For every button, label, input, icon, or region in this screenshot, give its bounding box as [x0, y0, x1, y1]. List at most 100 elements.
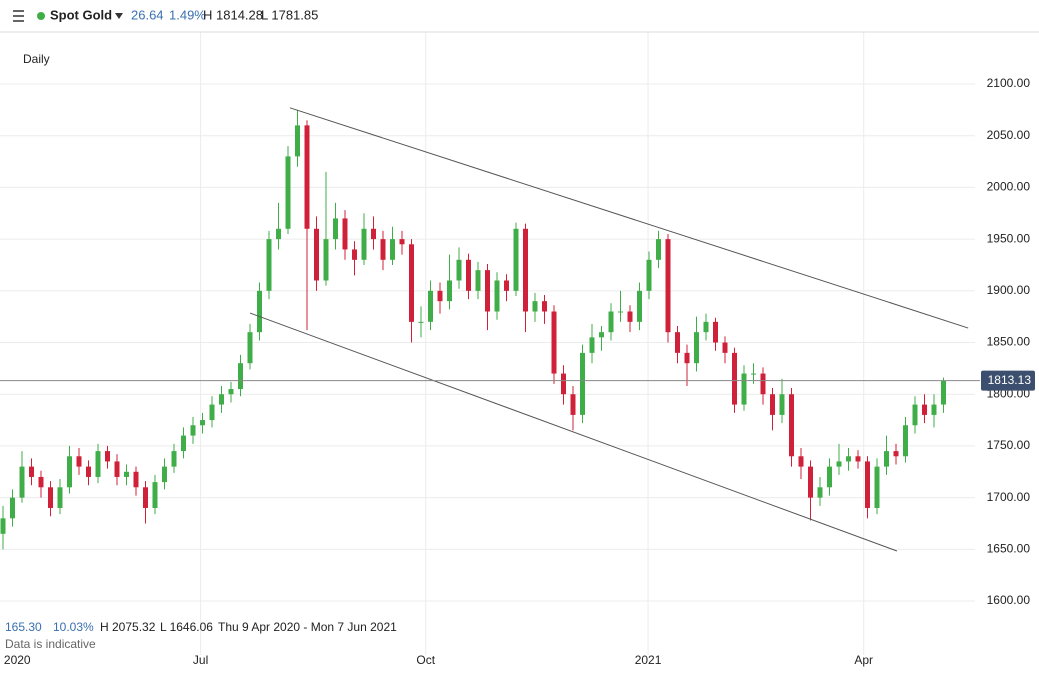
candle-body: [257, 290, 262, 333]
y-tick-label: 1750.00: [987, 438, 1031, 452]
x-tick-label: Jul: [193, 653, 208, 667]
symbol[interactable]: Spot Gold: [50, 7, 112, 22]
range: 165.30: [5, 620, 42, 634]
candle-body: [409, 244, 414, 322]
last-price-label: 1813.13: [988, 373, 1032, 387]
menu-icon[interactable]: [13, 10, 24, 22]
y-tick-label: 1850.00: [987, 335, 1031, 349]
change-pct: 1.49%: [169, 7, 206, 22]
candle-body: [19, 466, 25, 498]
candle-body: [846, 456, 851, 462]
candle-body: [447, 280, 452, 302]
candle-body: [646, 259, 652, 291]
candle-body: [95, 451, 101, 477]
candle-body: [770, 394, 775, 415]
candle-body: [684, 352, 690, 364]
candle-body: [637, 290, 642, 322]
candle-body: [418, 321, 424, 323]
x-tick-label: 2020: [4, 653, 31, 667]
candle-body: [124, 471, 129, 477]
candle-body: [665, 239, 671, 333]
candle-body: [779, 394, 785, 415]
y-tick-label: 1650.00: [987, 542, 1031, 556]
dropdown-caret[interactable]: [115, 13, 123, 19]
candle-body: [76, 456, 82, 467]
candle-body: [884, 451, 889, 467]
candle-body: [209, 404, 215, 421]
candle-body: [494, 280, 500, 312]
candle-body: [694, 332, 699, 364]
candle-body: [323, 239, 329, 281]
candle-body: [114, 461, 120, 477]
candle-body: [485, 270, 490, 312]
candle-body: [789, 394, 794, 457]
candle-body: [703, 321, 709, 333]
candle-body: [437, 290, 443, 302]
candle-body: [865, 461, 870, 508]
candle-body: [532, 301, 538, 312]
candle-body: [941, 380, 946, 405]
candle-body: [608, 311, 614, 333]
y-tick-label: 2100.00: [987, 76, 1031, 90]
y-tick-label: 1950.00: [987, 231, 1031, 245]
candle-body: [48, 487, 53, 508]
day-high: H 1814.28: [203, 7, 263, 22]
candle-body: [428, 290, 433, 322]
y-tick-label: 2000.00: [987, 180, 1031, 194]
candle-body: [285, 156, 291, 229]
candle-body: [181, 435, 186, 452]
candle-body: [171, 451, 177, 467]
candle-body: [874, 466, 880, 508]
trendline: [289, 107, 969, 329]
x-tick-label: Apr: [854, 653, 873, 667]
x-tick-label: 2021: [635, 653, 662, 667]
y-tick-label: 1600.00: [987, 593, 1031, 607]
candle-body: [732, 352, 737, 405]
candle-body: [29, 466, 34, 477]
candle-body: [836, 461, 842, 467]
candle-body: [618, 311, 623, 313]
candle-body: [200, 420, 205, 426]
candle-body: [228, 389, 234, 395]
candle-body: [827, 466, 832, 488]
candle-body: [352, 249, 357, 260]
candle-body: [380, 239, 386, 260]
last-price-tag: [981, 370, 1035, 391]
period: Thu 9 Apr 2020 - Mon 7 Jun 2021: [218, 620, 397, 634]
candle-body: [504, 280, 509, 291]
candle-body: [817, 487, 823, 498]
candle-body: [627, 311, 633, 322]
candle-body: [542, 301, 547, 312]
candle-body: [304, 125, 310, 229]
status-dot: [37, 12, 45, 20]
candle-body: [266, 239, 272, 291]
candle-body: [152, 482, 158, 508]
candle-body: [808, 466, 813, 498]
candle-body: [656, 239, 661, 260]
candle-body: [238, 363, 243, 390]
candle-body: [67, 456, 72, 488]
candle-body: [276, 228, 281, 240]
day-low: L 1781.85: [261, 7, 318, 22]
period-high: H 2075.32: [100, 620, 156, 634]
candle-body: [143, 487, 148, 508]
candle-body: [903, 425, 908, 457]
range-pct: 10.03%: [53, 620, 94, 634]
candle-body: [86, 466, 91, 477]
candle-body: [855, 456, 861, 462]
change: 26.64: [131, 7, 164, 22]
candle-body: [57, 487, 63, 508]
candle-body: [456, 259, 462, 281]
candle-body: [371, 228, 376, 240]
candle-body: [133, 471, 139, 488]
candle-body: [475, 270, 481, 291]
candle-body: [342, 218, 348, 250]
candle-body: [741, 373, 747, 405]
candle-body: [162, 466, 167, 483]
candle-body: [105, 451, 110, 462]
candle-body: [675, 332, 680, 353]
candle-body: [513, 228, 519, 291]
y-tick-label: 1700.00: [987, 490, 1031, 504]
